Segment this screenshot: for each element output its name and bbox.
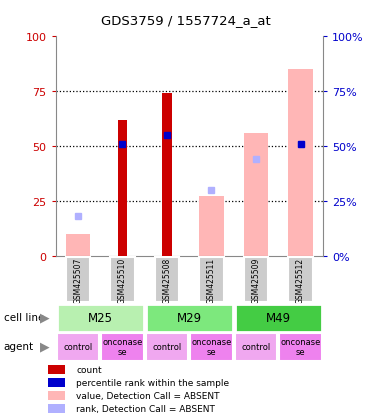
Text: percentile rank within the sample: percentile rank within the sample <box>76 378 229 387</box>
FancyBboxPatch shape <box>66 257 90 303</box>
Bar <box>162 94 172 256</box>
Text: onconase
se: onconase se <box>280 337 321 356</box>
Bar <box>48 391 65 400</box>
Text: rank, Detection Call = ABSENT: rank, Detection Call = ABSENT <box>76 404 215 413</box>
Bar <box>48 404 65 413</box>
FancyBboxPatch shape <box>234 304 322 332</box>
FancyBboxPatch shape <box>56 304 144 332</box>
FancyBboxPatch shape <box>145 304 233 332</box>
FancyBboxPatch shape <box>56 333 99 361</box>
Text: onconase
se: onconase se <box>102 337 142 356</box>
Text: M29: M29 <box>177 311 202 325</box>
Text: ▶: ▶ <box>40 311 50 324</box>
Text: GSM425512: GSM425512 <box>296 257 305 303</box>
Bar <box>66 234 90 256</box>
Text: cell line: cell line <box>4 312 44 322</box>
Text: M25: M25 <box>88 311 113 325</box>
Bar <box>288 70 313 256</box>
FancyBboxPatch shape <box>155 257 179 303</box>
FancyBboxPatch shape <box>244 257 268 303</box>
Text: value, Detection Call = ABSENT: value, Detection Call = ABSENT <box>76 391 220 400</box>
Text: onconase
se: onconase se <box>191 337 232 356</box>
Text: GDS3759 / 1557724_a_at: GDS3759 / 1557724_a_at <box>101 14 270 27</box>
Bar <box>199 197 224 256</box>
Bar <box>118 120 127 256</box>
Text: M49: M49 <box>266 311 291 325</box>
Text: agent: agent <box>4 341 34 351</box>
Text: control: control <box>242 342 270 351</box>
FancyBboxPatch shape <box>190 333 233 361</box>
Text: GSM425509: GSM425509 <box>252 256 260 303</box>
Text: GSM425511: GSM425511 <box>207 257 216 303</box>
FancyBboxPatch shape <box>279 333 322 361</box>
Text: GSM425507: GSM425507 <box>73 256 82 303</box>
Text: control: control <box>152 342 181 351</box>
Text: count: count <box>76 365 102 374</box>
Bar <box>244 133 268 256</box>
Bar <box>48 378 65 387</box>
FancyBboxPatch shape <box>199 257 224 303</box>
FancyBboxPatch shape <box>234 333 278 361</box>
FancyBboxPatch shape <box>288 257 313 303</box>
Text: GSM425510: GSM425510 <box>118 257 127 303</box>
Bar <box>48 365 65 374</box>
Text: control: control <box>63 342 92 351</box>
FancyBboxPatch shape <box>145 333 188 361</box>
FancyBboxPatch shape <box>110 257 135 303</box>
Text: ▶: ▶ <box>40 339 50 353</box>
FancyBboxPatch shape <box>101 333 144 361</box>
Text: GSM425508: GSM425508 <box>162 257 171 303</box>
